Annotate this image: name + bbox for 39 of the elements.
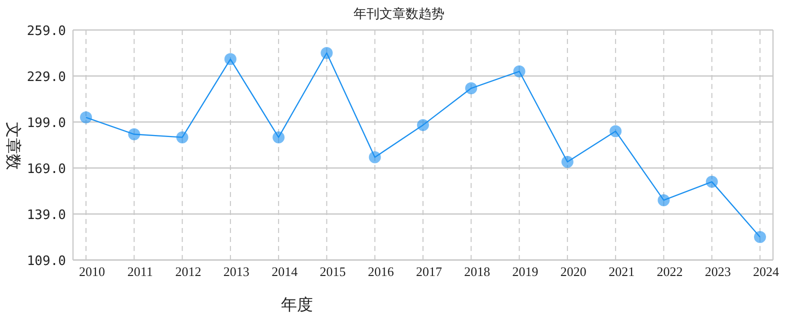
chart-title: 年刊文章数趋势 [354, 6, 444, 21]
x-tick-label: 2018 [464, 264, 490, 279]
point [754, 231, 766, 243]
x-tick-label: 2017 [416, 264, 442, 279]
x-tick-label: 2015 [320, 264, 346, 279]
x-tick-label: 2021 [608, 264, 635, 279]
x-tick-label: 2023 [704, 264, 731, 279]
x-tick-label: 2024 [753, 264, 780, 279]
y-tick-label: 109.0 [26, 254, 66, 269]
x-tick-label: 2010 [79, 264, 105, 279]
x-tick-label: 2016 [368, 264, 394, 279]
point [368, 151, 381, 164]
y-tick-label: 259.0 [26, 24, 66, 39]
x-tick-label: 2019 [512, 264, 538, 279]
x-tick-label: 2011 [127, 264, 153, 279]
point [610, 125, 622, 138]
y-tick-label: 169.0 [26, 162, 66, 177]
point [224, 53, 236, 66]
y-tick-label: 139.0 [26, 208, 66, 223]
x-tick-label: 2014 [272, 264, 298, 279]
x-tick-label: 2013 [223, 264, 250, 279]
point [513, 65, 526, 78]
x-tick-label: 2020 [560, 264, 586, 279]
point [658, 194, 670, 206]
y-axis-title: 文章数 [4, 122, 22, 170]
point [465, 82, 478, 94]
x-tick-label: 2012 [175, 264, 202, 279]
y-tick-label: 229.0 [26, 70, 66, 85]
point [128, 128, 140, 140]
point [561, 156, 574, 168]
point [706, 176, 718, 188]
point [176, 131, 188, 144]
point [272, 131, 285, 144]
point [417, 119, 429, 132]
point [320, 47, 333, 59]
x-axis-title: 年度 [281, 296, 313, 314]
point [80, 111, 92, 124]
y-tick-label: 199.0 [26, 116, 66, 131]
x-tick-label: 2022 [656, 264, 683, 279]
